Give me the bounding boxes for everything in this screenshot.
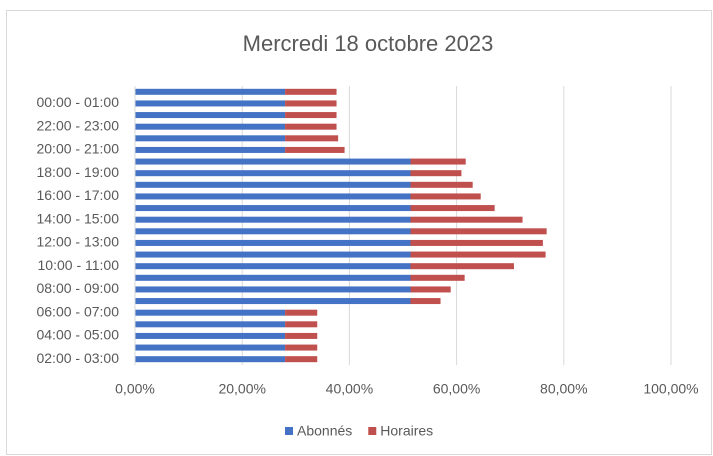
bar <box>135 286 411 293</box>
bar <box>285 112 337 119</box>
bar <box>410 298 441 305</box>
bar <box>285 146 345 153</box>
bar <box>135 216 411 223</box>
bar <box>135 123 286 130</box>
bar <box>135 88 286 95</box>
bar <box>135 321 286 328</box>
bar <box>285 309 318 316</box>
bar <box>135 344 286 351</box>
y-tick-label: 14:00 - 15:00 <box>36 210 119 226</box>
bar <box>285 356 318 363</box>
bar <box>135 146 286 153</box>
y-tick-label: 08:00 - 09:00 <box>36 280 119 296</box>
bar <box>285 100 337 107</box>
y-tick-label: 12:00 - 13:00 <box>36 234 119 250</box>
bar <box>285 344 318 351</box>
bar <box>410 274 465 281</box>
legend-swatch <box>368 427 377 435</box>
bar <box>135 251 411 258</box>
bar <box>135 170 411 177</box>
bar <box>410 263 514 270</box>
bar <box>410 205 495 212</box>
bar <box>285 123 337 130</box>
bar <box>285 332 318 339</box>
bar <box>135 274 411 281</box>
x-tick-label: 80,00% <box>540 381 587 397</box>
legend-label: Horaires <box>380 423 433 439</box>
bar <box>135 228 411 235</box>
y-tick-label: 18:00 - 19:00 <box>36 164 119 180</box>
bar <box>285 135 339 142</box>
bar <box>135 356 286 363</box>
x-tick-label: 0,00% <box>115 381 155 397</box>
x-tick-label: 20,00% <box>218 381 265 397</box>
y-tick-label: 04:00 - 05:00 <box>36 327 119 343</box>
bar <box>285 88 337 95</box>
x-tick-label: 60,00% <box>433 381 480 397</box>
bar <box>135 135 286 142</box>
bar <box>410 251 546 258</box>
bar <box>410 239 543 246</box>
bar <box>135 100 286 107</box>
bar <box>135 298 411 305</box>
bar <box>135 181 411 188</box>
y-tick-label: 06:00 - 07:00 <box>36 303 119 319</box>
legend-swatch <box>285 427 293 435</box>
y-tick-label: 22:00 - 23:00 <box>36 117 119 133</box>
x-tick-label: 40,00% <box>326 381 373 397</box>
bar <box>135 332 286 339</box>
y-tick-label: 00:00 - 01:00 <box>36 94 119 110</box>
bar <box>135 193 411 200</box>
bar <box>135 309 286 316</box>
bar <box>135 205 411 212</box>
bar <box>285 321 318 328</box>
bar <box>410 170 462 177</box>
bar <box>135 263 411 270</box>
y-tick-label: 20:00 - 21:00 <box>36 141 119 157</box>
y-tick-label: 16:00 - 17:00 <box>36 187 119 203</box>
bar <box>410 286 451 293</box>
bar <box>135 112 286 119</box>
bar <box>410 181 473 188</box>
y-tick-label: 02:00 - 03:00 <box>36 350 119 366</box>
x-tick-label: 100,00% <box>643 381 698 397</box>
legend-label: Abonnés <box>297 423 352 439</box>
bar <box>410 158 466 165</box>
bar <box>135 158 411 165</box>
bar <box>135 239 411 246</box>
chart-title: Mercredi 18 octobre 2023 <box>243 31 494 56</box>
y-tick-label: 10:00 - 11:00 <box>38 257 120 273</box>
bar <box>410 216 523 223</box>
bar <box>410 228 547 235</box>
bar <box>410 193 481 200</box>
